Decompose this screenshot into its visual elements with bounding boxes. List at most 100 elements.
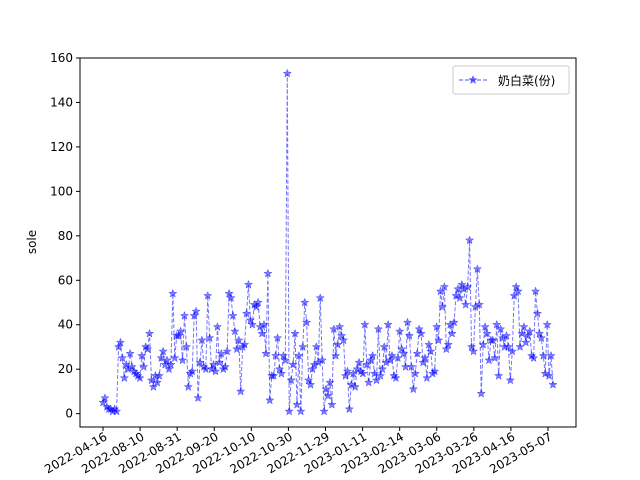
axes-frame bbox=[79, 57, 577, 428]
data-point bbox=[397, 344, 407, 354]
data-point bbox=[478, 339, 488, 349]
x-axis: 2022-04-162022-08-102022-08-312022-09-20… bbox=[42, 427, 555, 476]
data-point bbox=[377, 364, 387, 374]
data-point bbox=[280, 355, 290, 365]
data-point bbox=[333, 339, 343, 349]
y-tick-label: 60 bbox=[58, 273, 73, 287]
data-point bbox=[329, 324, 339, 334]
data-point bbox=[532, 308, 543, 318]
data-point bbox=[214, 357, 225, 367]
data-point bbox=[331, 350, 341, 360]
data-point bbox=[371, 375, 382, 385]
data-point bbox=[437, 302, 448, 311]
data-point bbox=[515, 342, 525, 351]
data-point bbox=[354, 357, 364, 367]
data-point bbox=[146, 375, 157, 385]
data-point bbox=[294, 350, 304, 360]
data-point bbox=[292, 399, 302, 409]
y-tick-label: 80 bbox=[58, 229, 73, 243]
data-point bbox=[472, 264, 483, 274]
data-point bbox=[187, 366, 197, 376]
legend-label: 奶白菜(份) bbox=[498, 73, 555, 88]
data-point bbox=[476, 388, 486, 398]
data-point bbox=[391, 373, 401, 383]
data-point bbox=[344, 404, 354, 414]
data-point bbox=[315, 293, 325, 303]
series-layer bbox=[98, 68, 558, 416]
data-point bbox=[166, 359, 176, 369]
data-point bbox=[139, 362, 149, 371]
data-point bbox=[466, 342, 477, 351]
data-point bbox=[338, 335, 349, 345]
data-point bbox=[278, 350, 289, 360]
data-point bbox=[385, 355, 395, 365]
data-point bbox=[117, 353, 128, 363]
data-point bbox=[530, 286, 541, 296]
data-point bbox=[216, 348, 226, 358]
plot-area bbox=[80, 58, 576, 427]
data-point bbox=[369, 368, 380, 378]
data-point bbox=[317, 355, 327, 365]
data-point bbox=[542, 319, 552, 329]
data-point bbox=[263, 268, 273, 278]
data-point bbox=[420, 353, 430, 363]
data-point bbox=[548, 379, 558, 389]
y-axis-label: sole bbox=[25, 230, 39, 254]
data-point bbox=[350, 382, 360, 391]
data-point bbox=[302, 317, 312, 327]
data-point bbox=[284, 406, 294, 416]
data-point bbox=[206, 364, 217, 374]
data-point bbox=[234, 335, 244, 345]
data-point bbox=[505, 375, 515, 385]
data-point bbox=[468, 346, 479, 356]
data-point bbox=[203, 290, 213, 300]
data-point bbox=[431, 322, 442, 331]
data-point bbox=[509, 290, 519, 300]
data-point bbox=[269, 370, 279, 380]
data-point bbox=[162, 355, 172, 365]
data-point bbox=[241, 308, 252, 318]
data-point bbox=[119, 373, 129, 383]
data-point bbox=[232, 344, 242, 354]
data-point bbox=[352, 364, 362, 374]
data-point bbox=[536, 333, 547, 343]
data-point bbox=[494, 370, 504, 380]
y-tick-label: 140 bbox=[50, 95, 73, 109]
data-point bbox=[366, 355, 376, 365]
data-point bbox=[416, 328, 426, 338]
data-point bbox=[170, 353, 180, 363]
data-point bbox=[334, 322, 345, 331]
data-point bbox=[158, 346, 168, 356]
data-point bbox=[228, 310, 238, 320]
data-point bbox=[270, 350, 281, 360]
data-point bbox=[507, 346, 517, 356]
data-point bbox=[144, 328, 155, 338]
data-point bbox=[300, 297, 310, 307]
data-point bbox=[375, 370, 386, 380]
data-point bbox=[323, 390, 333, 400]
data-point bbox=[367, 350, 378, 360]
data-point bbox=[224, 288, 234, 298]
data-point bbox=[193, 393, 203, 403]
data-point bbox=[393, 353, 403, 363]
data-point bbox=[261, 348, 271, 358]
data-point bbox=[179, 310, 190, 320]
data-point bbox=[212, 322, 223, 331]
data-point bbox=[156, 353, 166, 363]
data-point bbox=[183, 382, 194, 391]
data-point bbox=[236, 386, 246, 396]
data-point bbox=[127, 362, 137, 371]
data-point bbox=[164, 364, 174, 374]
data-point bbox=[173, 330, 184, 340]
data-point bbox=[100, 393, 110, 403]
data-point bbox=[154, 370, 164, 380]
data-point bbox=[495, 324, 506, 334]
y-tick-label: 100 bbox=[50, 184, 73, 198]
data-point bbox=[546, 350, 556, 360]
data-point bbox=[336, 330, 347, 340]
data-point bbox=[135, 373, 145, 383]
data-point bbox=[305, 379, 316, 389]
data-point bbox=[148, 382, 159, 391]
legend-star-marker bbox=[468, 75, 478, 84]
